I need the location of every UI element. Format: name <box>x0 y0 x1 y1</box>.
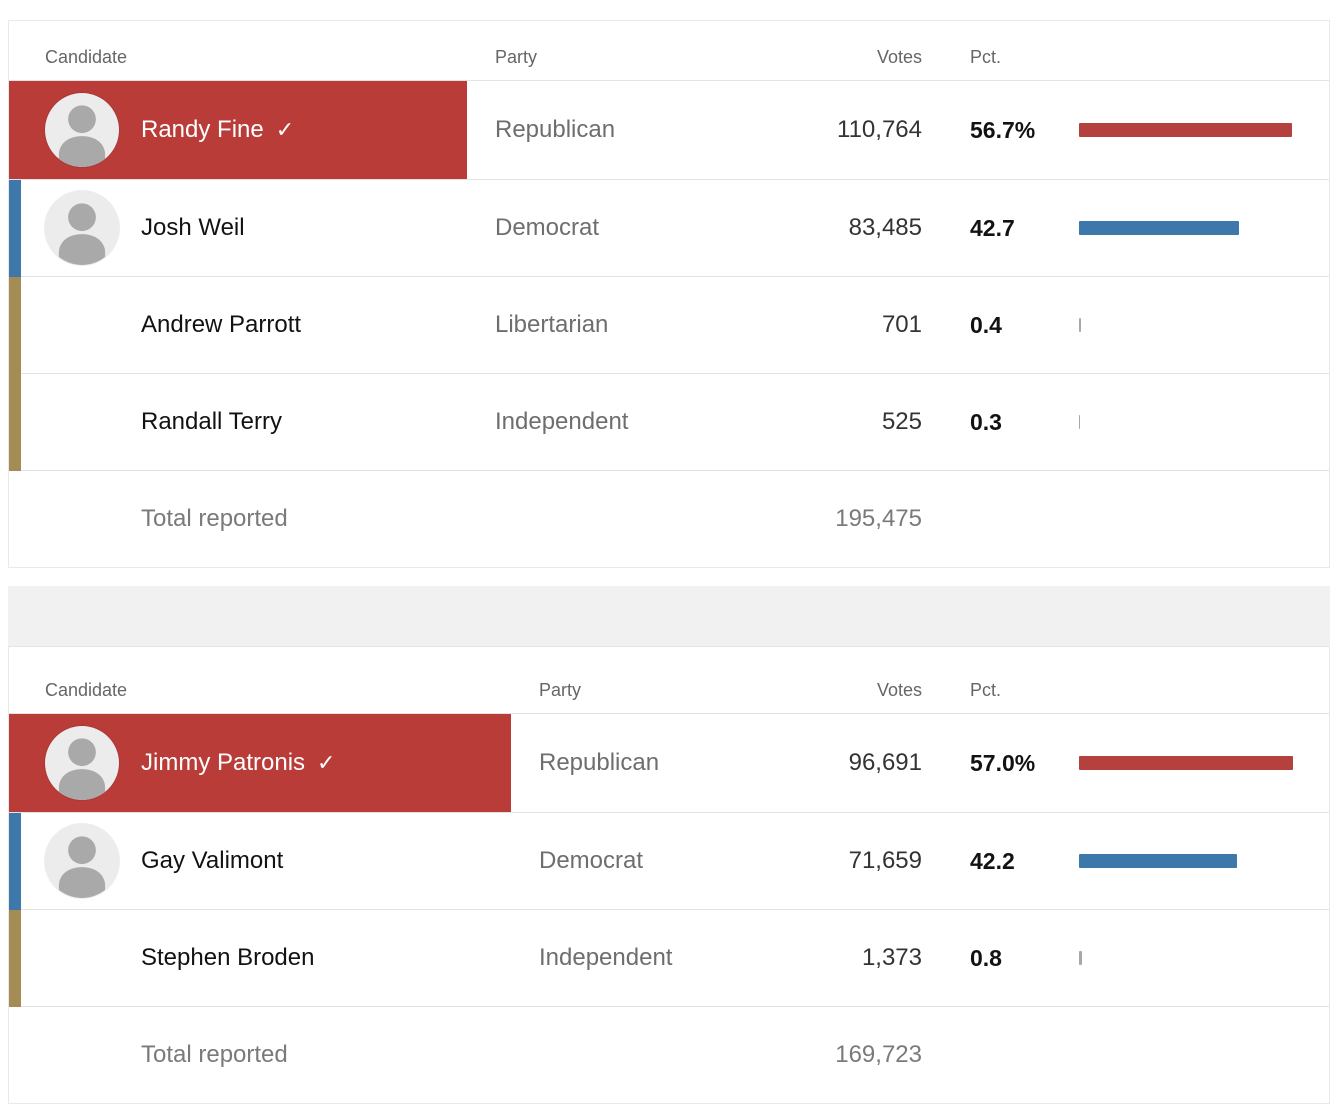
header-candidate: Candidate <box>45 47 128 67</box>
candidate-photo <box>45 824 119 898</box>
candidate-cell: Stephen Broden <box>9 910 511 1007</box>
candidate-row: Stephen Broden Independent 1,373 0.8 <box>9 909 1329 1007</box>
candidate-row: Jimmy Patronis ✓ Republican 96,691 57.0% <box>9 713 1329 812</box>
candidate-name: Gay Valimont <box>141 847 284 874</box>
party-accent-bar <box>9 910 21 1007</box>
race-results-table-2: Candidate Party Votes Pct. Jimmy Patronis ✓ Re… <box>8 646 1330 1104</box>
header-bar-spacer <box>1079 701 1329 713</box>
party-accent-bar <box>9 813 21 910</box>
pct-value: 0.3 <box>970 408 1002 435</box>
candidate-name: Andrew Parrott <box>141 311 302 338</box>
party-label: Democrat <box>495 214 600 241</box>
candidate-photo <box>45 191 119 265</box>
pct-bar-cell <box>1079 910 1329 1006</box>
votes-value: 71,659 <box>848 847 922 874</box>
party-label: Independent <box>539 944 673 971</box>
pct-bar <box>1079 756 1293 770</box>
candidate-row: Gay Valimont Democrat 71,659 42.2 <box>9 812 1329 910</box>
total-bar-spacer <box>1079 471 1329 567</box>
candidate-photo <box>45 726 119 800</box>
candidate-name: Jimmy Patronis <box>141 749 306 776</box>
header-votes: Votes <box>876 47 922 67</box>
total-label: Total reported <box>141 505 288 532</box>
election-results-page: Candidate Party Votes Pct. Randy Fine ✓ Republ… <box>0 20 1338 1104</box>
pct-bar-cell <box>1079 714 1329 812</box>
pct-bar-cell <box>1079 81 1329 179</box>
total-row: Total reported 169,723 <box>9 1006 1329 1103</box>
votes-value: 96,691 <box>848 749 922 776</box>
total-label-cell: Total reported <box>9 1007 511 1103</box>
header-party: Party <box>539 680 582 700</box>
candidate-row: Andrew Parrott Libertarian 701 0.4 <box>9 276 1329 374</box>
table-separator-band <box>8 586 1330 646</box>
pct-bar <box>1079 854 1237 868</box>
party-accent-bar <box>9 180 21 277</box>
pct-bar-cell <box>1079 180 1329 276</box>
total-label: Total reported <box>141 1041 288 1068</box>
person-silhouette-icon <box>58 836 106 898</box>
pct-bar <box>1079 123 1292 137</box>
race-results-table-1: Candidate Party Votes Pct. Randy Fine ✓ Republ… <box>8 20 1330 568</box>
votes-value: 525 <box>881 408 922 435</box>
candidate-cell: Randy Fine ✓ <box>9 81 467 179</box>
header-bar-spacer <box>1079 68 1329 80</box>
header-pct: Pct. <box>970 47 1002 67</box>
candidate-cell: Andrew Parrott <box>9 277 467 374</box>
total-votes: 169,723 <box>835 1041 922 1068</box>
candidate-row: Josh Weil Democrat 83,485 42.7 <box>9 179 1329 277</box>
party-label: Republican <box>539 749 660 776</box>
header-pct: Pct. <box>970 680 1002 700</box>
pct-bar <box>1079 221 1239 235</box>
votes-value: 110,764 <box>837 116 922 143</box>
pct-bar <box>1079 951 1082 965</box>
votes-value: 83,485 <box>848 214 922 241</box>
pct-bar-cell <box>1079 374 1329 470</box>
person-silhouette-icon <box>58 738 106 800</box>
pct-bar <box>1079 318 1081 332</box>
header-party: Party <box>495 47 538 67</box>
header-candidate: Candidate <box>45 680 128 700</box>
candidate-cell: Randall Terry <box>9 374 467 471</box>
party-accent-bar <box>9 374 21 471</box>
pct-bar-cell <box>1079 813 1329 909</box>
votes-value: 1,373 <box>861 944 922 971</box>
winner-checkmark-icon: ✓ <box>275 117 295 142</box>
candidate-name: Josh Weil <box>141 214 245 241</box>
candidate-row: Randall Terry Independent 525 0.3 <box>9 373 1329 471</box>
party-accent-bar <box>9 277 21 374</box>
total-label-cell: Total reported <box>9 471 467 567</box>
table-header: Candidate Party Votes Pct. <box>9 647 1329 713</box>
candidate-name: Stephen Broden <box>141 944 315 971</box>
candidate-cell: Jimmy Patronis ✓ <box>9 714 511 812</box>
candidate-photo <box>45 93 119 167</box>
candidate-row: Randy Fine ✓ Republican 110,764 56.7% <box>9 80 1329 179</box>
person-silhouette-icon <box>58 105 106 167</box>
pct-value: 0.4 <box>970 311 1002 338</box>
party-label: Democrat <box>539 847 644 874</box>
total-row: Total reported 195,475 <box>9 470 1329 567</box>
votes-value: 701 <box>881 311 922 338</box>
pct-bar-cell <box>1079 277 1329 373</box>
pct-bar <box>1079 415 1080 429</box>
pct-value: 56.7% <box>970 116 1036 143</box>
pct-value: 42.2 <box>970 847 1015 874</box>
total-votes: 195,475 <box>835 505 922 532</box>
pct-value: 42.7 <box>970 214 1015 241</box>
pct-value: 0.8 <box>970 944 1002 971</box>
table-header: Candidate Party Votes Pct. <box>9 21 1329 80</box>
candidate-cell: Josh Weil <box>9 180 467 277</box>
header-votes: Votes <box>876 680 922 700</box>
party-label: Independent <box>495 408 629 435</box>
total-bar-spacer <box>1079 1007 1329 1103</box>
party-label: Libertarian <box>495 311 609 338</box>
party-label: Republican <box>495 116 616 143</box>
candidate-cell: Gay Valimont <box>9 813 511 910</box>
winner-checkmark-icon: ✓ <box>317 750 336 775</box>
candidate-name: Randy Fine <box>141 116 264 143</box>
candidate-name: Randall Terry <box>141 408 282 435</box>
person-silhouette-icon <box>58 203 106 265</box>
pct-value: 57.0% <box>970 749 1036 776</box>
